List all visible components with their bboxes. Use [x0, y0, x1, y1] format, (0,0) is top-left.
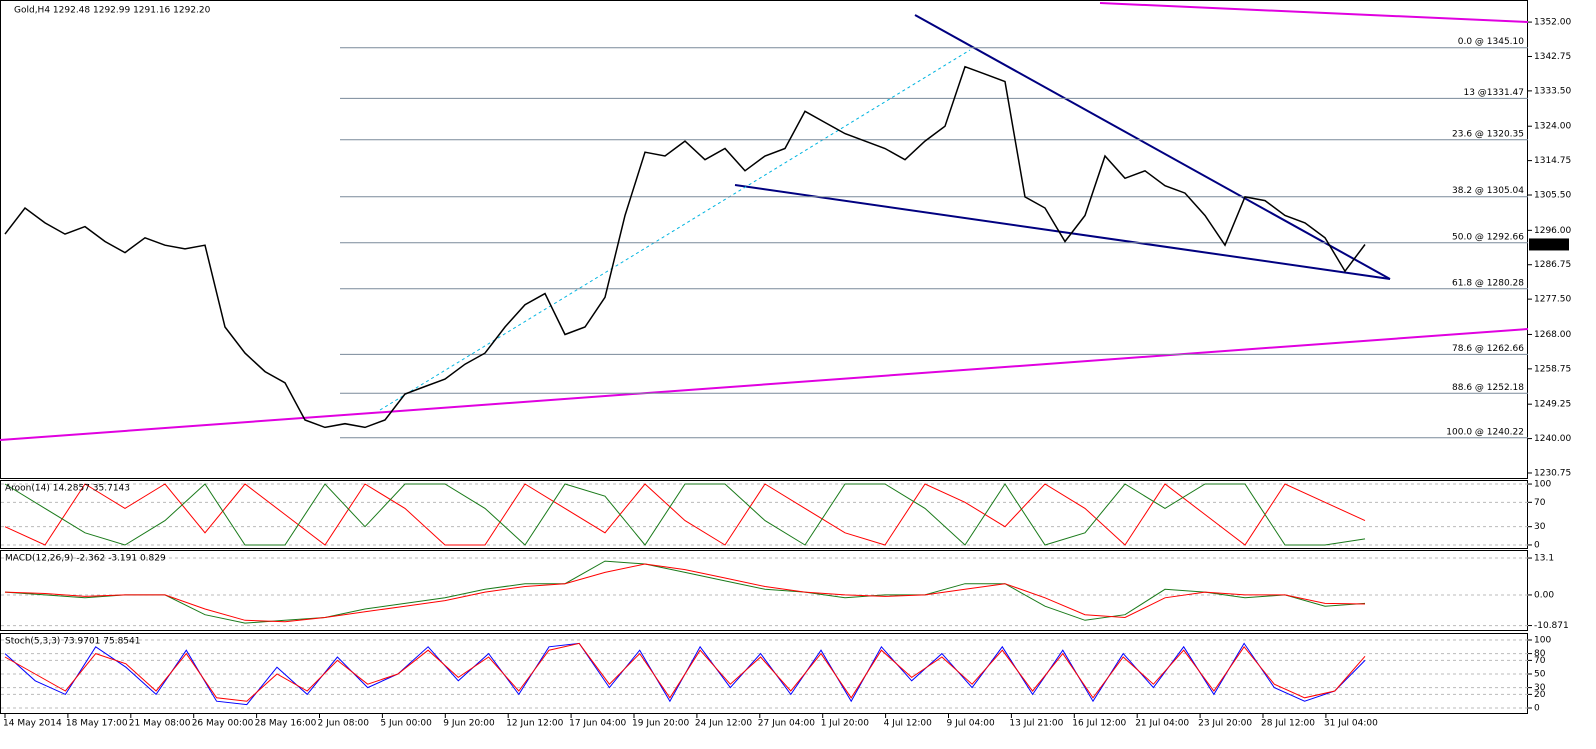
y-tick-label: 1230.75 [1534, 468, 1571, 478]
y-tick-label: 0 [1534, 704, 1540, 714]
indicator-label: Aroon(14) 14.2857 35.7143 [5, 484, 130, 494]
y-tick-label: 50 [1534, 670, 1546, 680]
y-tick-label: 1286.75 [1534, 260, 1571, 270]
y-tick-label: 70 [1534, 656, 1546, 666]
y-tick-label: 100 [1534, 635, 1551, 645]
fib-anchor [379, 49, 971, 411]
x-tick-label: 26 May 00:00 [192, 719, 254, 729]
y-tick-label: 1314.75 [1534, 156, 1571, 166]
fib-label: 100.0 @ 1240.22 [1446, 427, 1524, 437]
fib-label: 78.6 @ 1262.66 [1452, 344, 1524, 354]
main-frame [0, 0, 1528, 479]
last-price-label: 1292.20 [1532, 240, 1569, 250]
x-tick-label: 27 Jun 04:00 [758, 719, 815, 729]
x-tick-label: 5 Jun 00:00 [380, 719, 432, 729]
y-tick-label: 1258.75 [1534, 364, 1571, 374]
y-tick-label: 1296.00 [1534, 226, 1571, 236]
x-tick-label: 28 May 16:00 [255, 719, 317, 729]
indicator-label: Stoch(5,3,3) 73.9701 75.8541 [5, 637, 140, 647]
x-tick-label: 12 Jun 12:00 [506, 719, 563, 729]
y-tick-label: 100 [1534, 480, 1551, 490]
series-line [4, 642, 1366, 702]
y-tick-label: -10.871 [1534, 621, 1569, 631]
x-tick-label: 18 May 17:00 [66, 719, 128, 729]
y-tick-label: 80 [1534, 649, 1546, 659]
x-tick-label: 19 Jun 20:00 [632, 719, 689, 729]
x-tick-label: 17 Jun 04:00 [569, 719, 626, 729]
x-tick-label: 21 May 08:00 [129, 719, 191, 729]
fib-label: 61.8 @ 1280.28 [1452, 278, 1524, 288]
aroon-frame [0, 480, 1528, 549]
y-tick-label: 1268.00 [1534, 330, 1571, 340]
x-tick-label: 14 May 2014 [3, 719, 62, 729]
series-line [4, 560, 1366, 624]
x-tick-label: 1 Jul 20:00 [821, 719, 870, 729]
x-tick-label: 24 Jun 12:00 [695, 719, 752, 729]
indicator-label: MACD(12,26,9) -2.362 -3.191 0.829 [5, 554, 166, 564]
chart-title: Gold,H4 1292.48 1292.99 1291.16 1292.20 [14, 6, 211, 16]
y-tick-label: 1249.25 [1534, 400, 1571, 410]
macd-frame [0, 550, 1528, 631]
y-tick-label: 1342.75 [1534, 52, 1571, 62]
y-tick-label: 13.1 [1534, 554, 1554, 564]
series-line [4, 483, 1366, 546]
y-tick-label: 20 [1534, 690, 1546, 700]
y-tick-label: 30 [1534, 683, 1546, 693]
y-tick-label: 1240.00 [1534, 434, 1571, 444]
fib-label: 13 @1331.47 [1463, 88, 1524, 98]
x-tick-label: 9 Jul 04:00 [947, 719, 996, 729]
y-tick-label: 1333.50 [1534, 86, 1571, 96]
x-tick-label: 23 Jul 20:00 [1198, 719, 1252, 729]
fib-label: 23.6 @ 1320.35 [1452, 129, 1524, 139]
x-tick-label: 16 Jul 12:00 [1072, 719, 1126, 729]
y-tick-label: 1305.50 [1534, 191, 1571, 201]
last-price-box [1529, 238, 1569, 251]
y-tick-label: 70 [1534, 498, 1546, 508]
y-tick-label: 1277.50 [1534, 295, 1571, 305]
series-line [4, 563, 1366, 623]
resistance-trendline [1099, 2, 1529, 23]
x-tick-label: 21 Jul 04:00 [1135, 719, 1189, 729]
fib-label: 38.2 @ 1305.04 [1452, 186, 1524, 196]
x-tick-label: 2 Jun 08:00 [318, 719, 370, 729]
fib-label: 0.0 @ 1345.10 [1458, 37, 1525, 47]
y-tick-label: 1324.00 [1534, 122, 1571, 132]
x-tick-label: 13 Jul 21:00 [1009, 719, 1063, 729]
y-tick-label: 0 [1534, 540, 1540, 550]
x-tick-label: 9 Jun 20:00 [443, 719, 495, 729]
wedge-upper [914, 14, 1391, 280]
support-trendline [0, 328, 1529, 441]
y-tick-label: 0.00 [1534, 590, 1554, 600]
wedge-lower [734, 184, 1391, 280]
y-tick-label: 30 [1534, 522, 1546, 532]
x-tick-label: 31 Jul 04:00 [1324, 719, 1378, 729]
x-tick-label: 4 Jul 12:00 [884, 719, 933, 729]
series-line [4, 65, 1366, 429]
fib-label: 88.6 @ 1252.18 [1452, 383, 1524, 393]
y-tick-label: 1352.00 [1534, 18, 1571, 28]
series-line [4, 483, 1366, 546]
fib-label: 50.0 @ 1292.66 [1452, 232, 1524, 242]
x-tick-label: 28 Jul 12:00 [1261, 719, 1315, 729]
